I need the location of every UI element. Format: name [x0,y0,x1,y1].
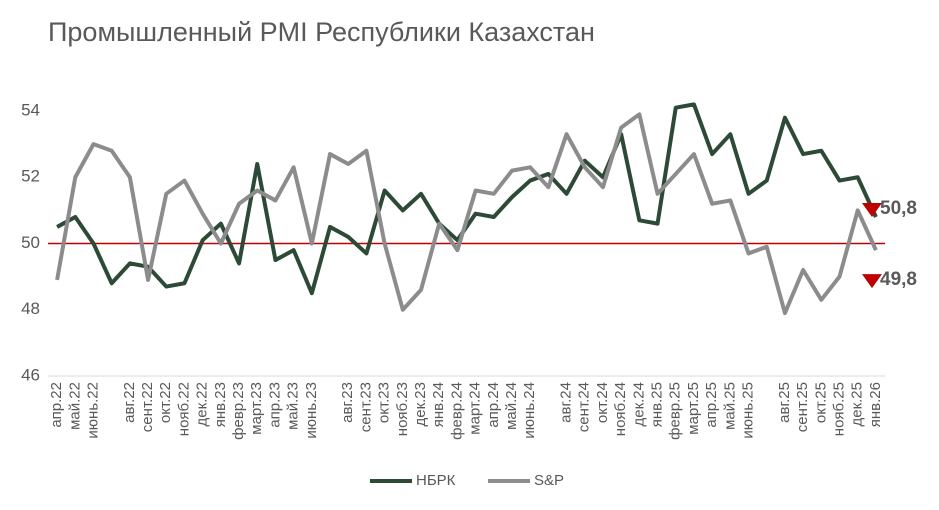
x-tick-label: июнь.24 [521,382,538,439]
x-tick-label: июнь.25 [740,382,757,439]
x-tick-label: май.22 [66,382,83,430]
y-tick-label: 54 [21,100,40,119]
x-tick-label: сент.25 [794,382,811,432]
x-tick-label: июнь.23 [303,382,320,439]
x-tick-label: июнь.22 [84,382,101,439]
series-line [56,102,878,296]
x-tick-label: авг.22 [121,382,138,423]
x-tick-label: апр.22 [48,382,65,428]
x-tick-label: февр.23 [230,382,247,440]
annotation: 50,8 [880,198,917,219]
x-tick-label: март.23 [248,382,265,435]
x-tick-label: окт.24 [594,382,611,423]
x-tick-label: янв.23 [212,382,229,427]
x-tick-label: нояб.22 [175,382,192,436]
x-tick-label: нояб.24 [612,382,629,436]
annotation: 49,8 [880,269,917,290]
x-tick-label: авг.23 [339,382,356,423]
x-tick-label: март.25 [685,382,702,435]
x-tick-label: апр.23 [266,382,283,428]
x-tick-label: февр.24 [448,382,465,440]
y-tick-label: 50 [21,233,40,252]
x-tick-label: май.23 [285,382,302,430]
x-tick-label: авг.24 [558,382,575,423]
marker-triangle [862,203,882,217]
x-tick-label: февр.25 [667,382,684,440]
x-tick-label: сент.24 [576,382,593,432]
y-tick-label: 46 [21,365,40,384]
x-tick-label: апр.25 [703,382,720,428]
x-tick-label: сент.23 [357,382,374,432]
marker-triangle [862,274,882,289]
x-tick-label: дек.22 [194,382,211,427]
x-tick-label: апр.24 [485,382,502,428]
y-tick-label: 52 [21,167,40,186]
x-tick-label: май.25 [721,382,738,430]
x-tick-label: дек.24 [630,382,647,427]
x-tick-label: янв.26 [867,382,884,427]
x-tick-label: окт.25 [812,382,829,423]
x-tick-label: сент.22 [139,382,156,432]
x-tick-label: май.24 [503,382,520,430]
x-tick-label: авг.25 [776,382,793,423]
x-tick-label: янв.25 [649,382,666,427]
x-tick-label: нояб.23 [394,382,411,436]
x-tick-label: окт.23 [376,382,393,423]
series-line [55,112,878,316]
x-tick-label: март.24 [467,382,484,435]
y-tick-label: 48 [21,299,40,318]
x-tick-label: янв.24 [430,382,447,427]
x-tick-label: окт.22 [157,382,174,423]
x-tick-label: дек.25 [849,382,866,427]
chart-title: Промышленный PMI Республики Казахстан [48,17,595,47]
legend-label: НБРК [416,472,456,489]
x-tick-label: дек.23 [412,382,429,427]
legend-label: S&P [534,472,564,489]
x-tick-label: нояб.25 [830,382,847,436]
